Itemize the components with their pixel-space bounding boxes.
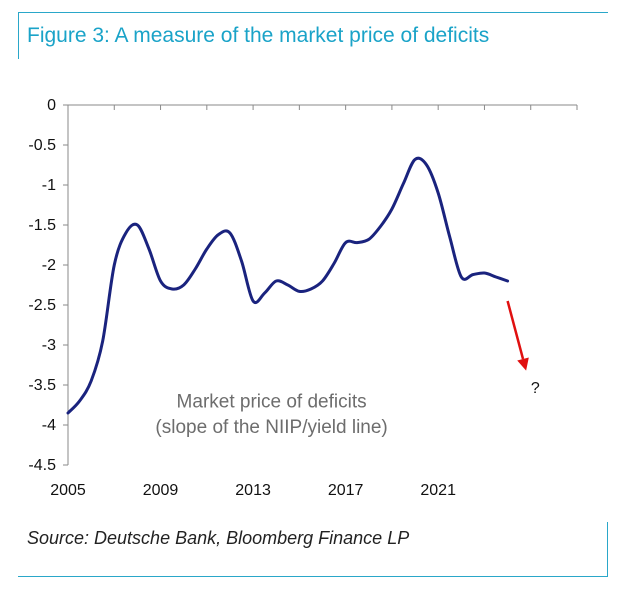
frame-bottom-rule (18, 576, 608, 577)
frame-right-rule (607, 522, 608, 577)
y-tick-label: -4.5 (28, 457, 56, 474)
x-tick-label: 2013 (235, 482, 271, 499)
y-tick-label: -2 (42, 257, 56, 274)
annotation-subtitle: (slope of the NIIP/yield line) (155, 417, 387, 438)
frame-top-rule (18, 12, 608, 13)
frame-left-rule (18, 12, 19, 59)
question-mark-annotation: ? (531, 380, 540, 397)
arrow-shaft (506, 300, 525, 360)
source-note: Source: Deutsche Bank, Bloomberg Finance… (27, 528, 410, 548)
figure-title: Figure 3: A measure of the market price … (27, 24, 490, 47)
annotation-title: Market price of deficits (177, 391, 367, 412)
x-tick-label: 2005 (50, 482, 86, 499)
y-tick-label: -1 (42, 177, 56, 194)
y-tick-label: 0 (47, 97, 56, 114)
y-tick-label: -4 (42, 417, 56, 434)
y-tick-label: -0.5 (28, 137, 56, 154)
arrow-head-icon (517, 357, 529, 371)
y-tick-label: -1.5 (28, 217, 56, 234)
x-tick-label: 2021 (420, 482, 456, 499)
y-tick-label: -3.5 (28, 377, 56, 394)
series-line (66, 156, 510, 415)
x-tick-label: 2009 (143, 482, 179, 499)
x-tick-label: 2017 (328, 482, 364, 499)
y-tick-label: -3 (42, 337, 56, 354)
y-tick-label: -2.5 (28, 297, 56, 314)
